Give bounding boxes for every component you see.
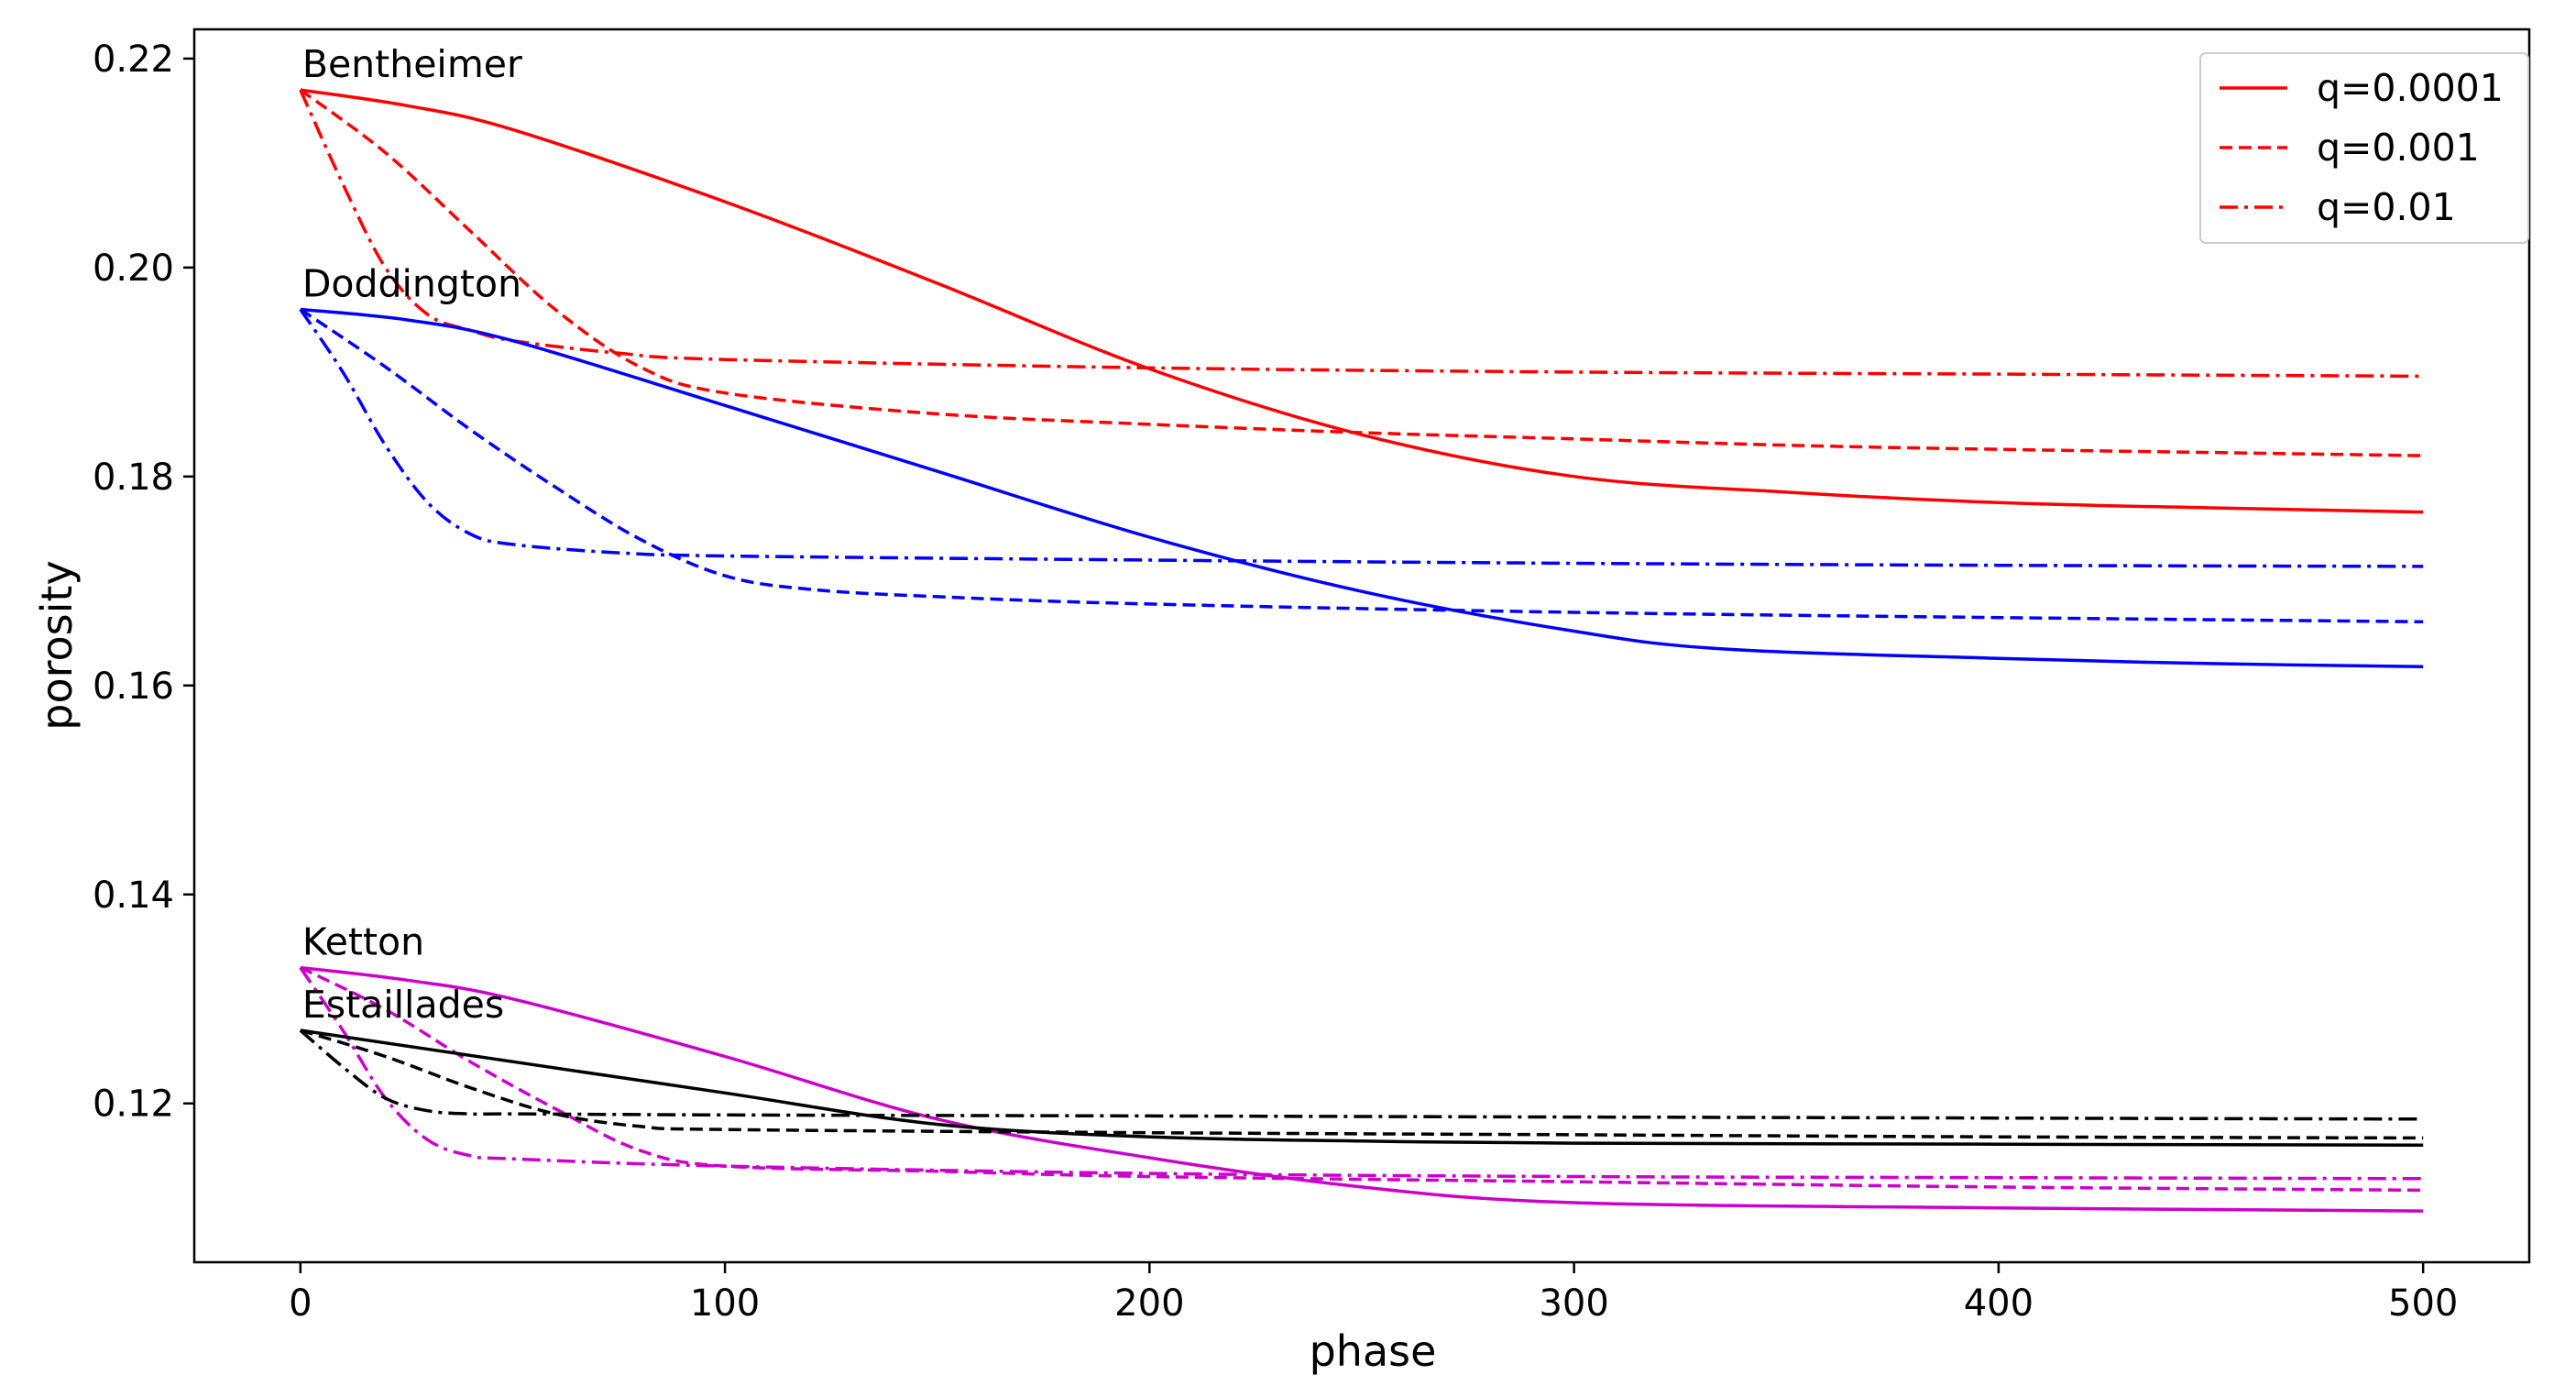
series-line-bentheimer-q-0-01 xyxy=(299,89,2424,379)
y-tick-label: 0.12 xyxy=(93,1084,174,1126)
y-tick-label: 0.14 xyxy=(93,874,174,917)
y-tick-label: 0.18 xyxy=(93,456,174,499)
plot-frame xyxy=(192,28,2531,1264)
legend-label: q=0.01 xyxy=(2317,185,2456,229)
legend-label: q=0.0001 xyxy=(2317,66,2504,110)
x-tick-label: 100 xyxy=(690,1282,760,1325)
y-tick-label: 0.20 xyxy=(93,248,174,290)
y-axis-label: porosity xyxy=(32,560,82,730)
legend-label: q=0.001 xyxy=(2317,126,2480,170)
y-axis: 0.12 0.14 0.16 0.18 0.20 0.22 xyxy=(93,38,194,1126)
series-line-estaillades-q-0-01 xyxy=(299,1028,2424,1121)
series-line-doddington-q-0-0001 xyxy=(300,307,2424,669)
annotation-ketton: Ketton xyxy=(302,920,424,964)
annotation-bentheimer: Bentheimer xyxy=(302,42,522,86)
legend: q=0.0001 q=0.001 q=0.01 xyxy=(2199,52,2529,244)
x-tick-label: 500 xyxy=(2388,1282,2458,1325)
annotation-estaillades: Estaillades xyxy=(302,983,504,1027)
annotation-doddington: Doddington xyxy=(302,261,521,305)
annotations-layer: Bentheimer Doddington Ketton Estaillades xyxy=(302,42,522,1027)
x-axis-label: phase xyxy=(1310,1326,1437,1376)
series-line-estaillades-q-0-001 xyxy=(300,1028,2424,1140)
series-line-doddington-q-0-01 xyxy=(299,308,2424,568)
x-tick-label: 400 xyxy=(1964,1282,2033,1325)
series-line-bentheimer-q-0-001 xyxy=(299,88,2424,457)
series-line-ketton-q-0-001 xyxy=(300,966,2424,1193)
y-tick-label: 0.16 xyxy=(93,666,174,708)
x-tick-label: 200 xyxy=(1114,1282,1184,1325)
series-line-ketton-q-0-0001 xyxy=(300,965,2424,1213)
y-tick-label: 0.22 xyxy=(93,38,174,81)
x-tick-label: 0 xyxy=(289,1282,312,1325)
series-layer xyxy=(299,88,2424,1213)
legend-box xyxy=(2199,52,2529,244)
series-line-estaillades-q-0-0001 xyxy=(300,1028,2424,1148)
x-axis: 0 100 200 300 400 500 xyxy=(289,1262,2458,1325)
series-line-bentheimer-q-0-0001 xyxy=(300,88,2424,514)
series-line-doddington-q-0-001 xyxy=(299,308,2424,624)
series-line-ketton-q-0-01 xyxy=(299,966,2424,1181)
x-tick-label: 300 xyxy=(1539,1282,1608,1325)
